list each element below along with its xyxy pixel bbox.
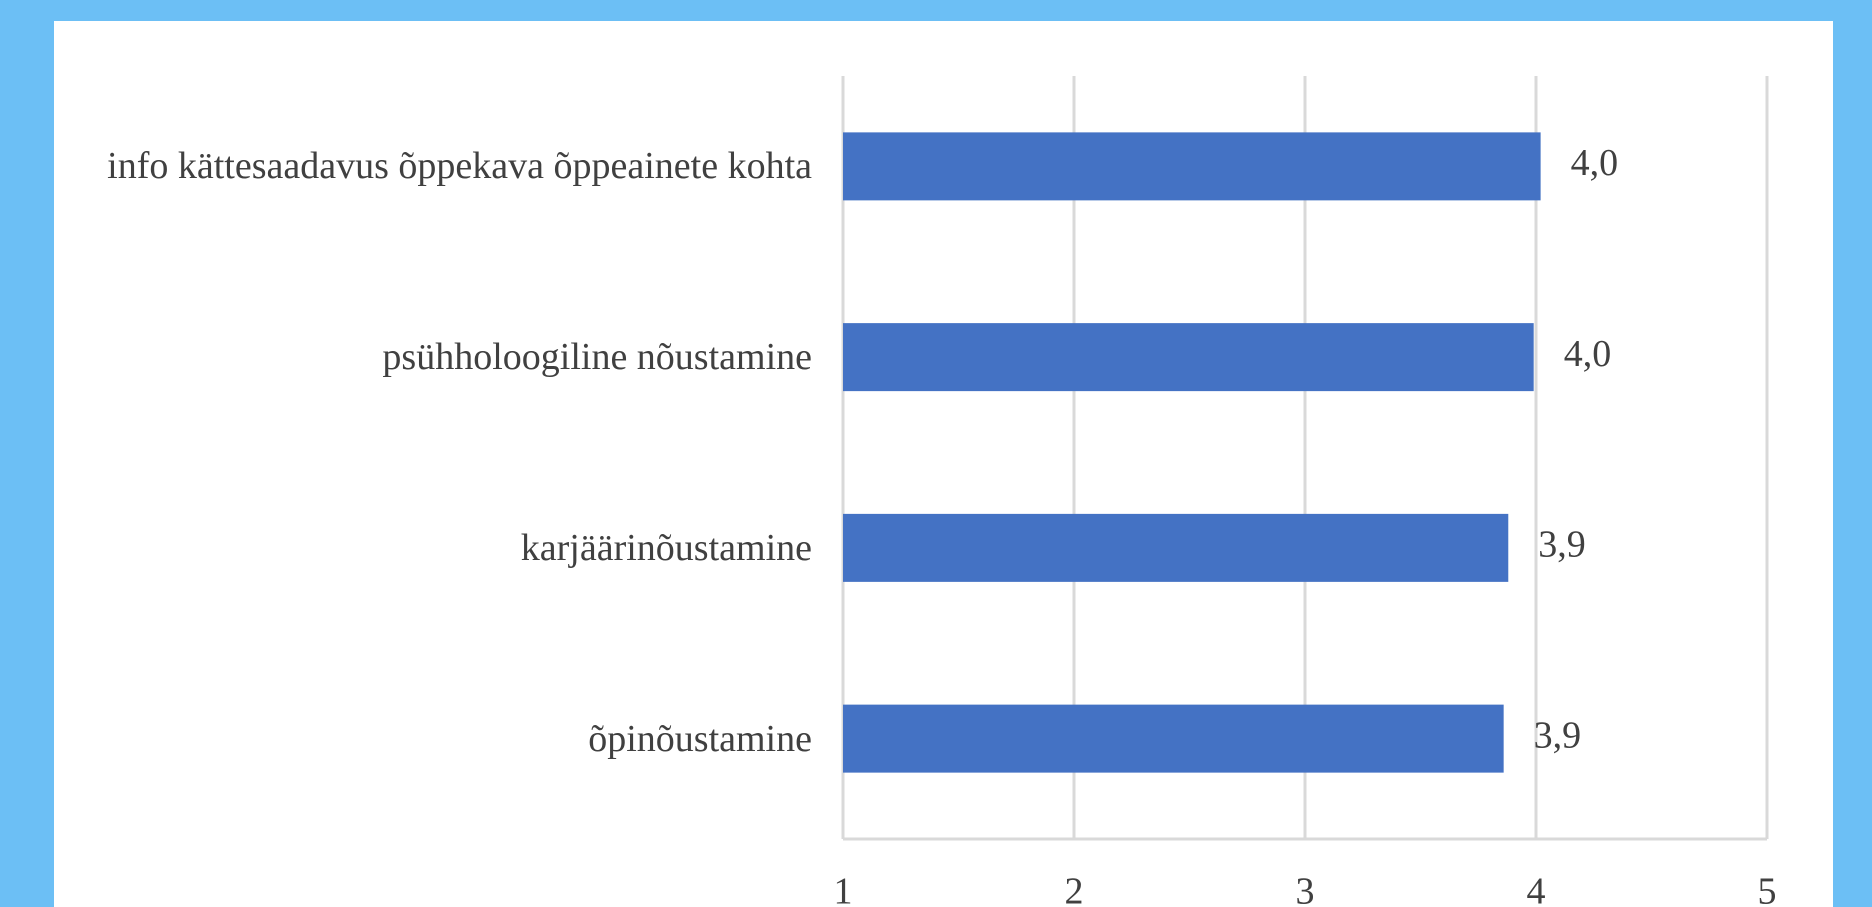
y-tick-label: info kättesaadavus õppekava õppeainete k… [107,145,812,188]
value-label: 3,9 [1534,714,1582,756]
y-tick-label: karjäärinõustamine [520,526,812,569]
bar [843,132,1541,201]
bar [843,513,1509,582]
value-label: 3,9 [1538,524,1586,566]
x-tick-label: 2 [1065,871,1084,907]
x-tick-label: 5 [1758,871,1777,907]
value-label: 4,0 [1571,142,1619,184]
bar [843,704,1504,773]
x-tick-label: 1 [834,871,853,907]
category-label-box: info kättesaadavus õppekava õppeainete k… [52,143,812,189]
category-label-box: karjäärinõustamine [52,525,812,571]
y-tick-label: õpinõustamine [588,717,812,760]
category-label-box: psühholoogiline nõustamine [52,334,812,380]
value-label: 4,0 [1564,333,1612,375]
x-tick-label: 4 [1527,871,1546,907]
y-tick-label: psühholoogiline nõustamine [382,336,812,379]
category-label-box: õpinõustamine [52,716,812,762]
bar [843,323,1534,392]
x-tick-label: 3 [1296,871,1315,907]
